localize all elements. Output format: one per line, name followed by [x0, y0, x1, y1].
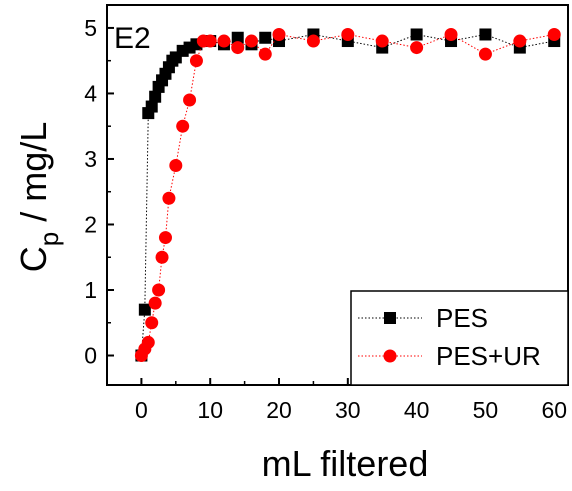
legend-marker-pes-ur	[383, 349, 397, 363]
data-point-pes-ur	[141, 335, 155, 349]
data-point-pes	[307, 28, 320, 41]
data-point-pes-ur	[148, 296, 162, 310]
series-pes	[135, 28, 561, 362]
y-tick-label: 0	[84, 343, 97, 369]
legend: PES PES+UR	[350, 290, 569, 386]
data-point-pes-ur	[145, 316, 159, 330]
y-axis-title-main: C	[13, 246, 54, 272]
data-point-pes-ur	[189, 54, 203, 68]
data-point-pes-ur	[158, 231, 172, 245]
data-point-pes-ur	[258, 47, 272, 61]
data-point-pes-ur	[306, 34, 320, 48]
data-point-pes-ur	[169, 159, 183, 173]
x-tick-label: 40	[404, 397, 430, 423]
y-tick-label: 5	[84, 15, 97, 41]
axis-ticks: 0 10 20 30 40 50 60 0 1 2 3 4 5	[84, 15, 567, 423]
data-point-pes-ur	[547, 27, 561, 41]
y-axis-title-subscript: p	[34, 232, 64, 246]
data-point-pes-ur	[375, 34, 389, 48]
x-tick-label: 30	[335, 397, 361, 423]
series-layer	[134, 27, 561, 363]
legend-marker-pes	[384, 312, 396, 324]
x-tick-label: 10	[197, 397, 223, 423]
data-point-pes-ur	[444, 27, 458, 41]
data-point-pes	[149, 90, 162, 103]
plot-frame	[106, 4, 569, 386]
data-point-pes-ur	[410, 41, 424, 55]
legend-box	[350, 290, 569, 386]
panel-label: E2	[114, 22, 151, 55]
data-point-pes-ur	[217, 34, 231, 48]
data-point-pes	[259, 31, 272, 44]
data-point-pes	[479, 28, 492, 41]
data-point-pes	[138, 303, 151, 316]
y-axis-title-rest: / mg/L	[13, 122, 54, 232]
data-point-pes	[145, 100, 158, 113]
x-tick-label: 0	[135, 397, 148, 423]
legend-label-pes: PES	[436, 303, 488, 333]
y-tick-label: 4	[84, 80, 97, 106]
series-pes-ur	[134, 27, 561, 363]
data-point-pes-ur	[244, 34, 258, 48]
y-tick-label: 3	[84, 146, 97, 172]
data-point-pes-ur	[272, 27, 286, 41]
data-point-pes-ur	[183, 93, 197, 107]
data-point-pes-ur	[478, 47, 492, 61]
x-tick-label: 50	[473, 397, 499, 423]
data-point-pes	[410, 28, 423, 41]
data-point-pes-ur	[152, 283, 166, 297]
data-point-pes-ur	[341, 27, 355, 41]
y-tick-label: 1	[84, 277, 97, 303]
data-point-pes-ur	[162, 191, 176, 205]
y-axis-title: Cp / mg/L	[13, 122, 64, 273]
data-point-pes-ur	[203, 34, 217, 48]
x-tick-label: 60	[541, 397, 567, 423]
data-point-pes-ur	[231, 41, 245, 55]
data-point-pes-ur	[155, 250, 169, 264]
data-point-pes-ur	[513, 34, 527, 48]
y-tick-label: 2	[84, 211, 97, 237]
x-axis-title: mL filtered	[262, 443, 429, 484]
legend-label-pes-ur: PES+UR	[436, 341, 541, 371]
data-point-pes	[231, 31, 244, 44]
data-point-pes-ur	[176, 119, 190, 133]
x-tick-label: 20	[266, 397, 292, 423]
